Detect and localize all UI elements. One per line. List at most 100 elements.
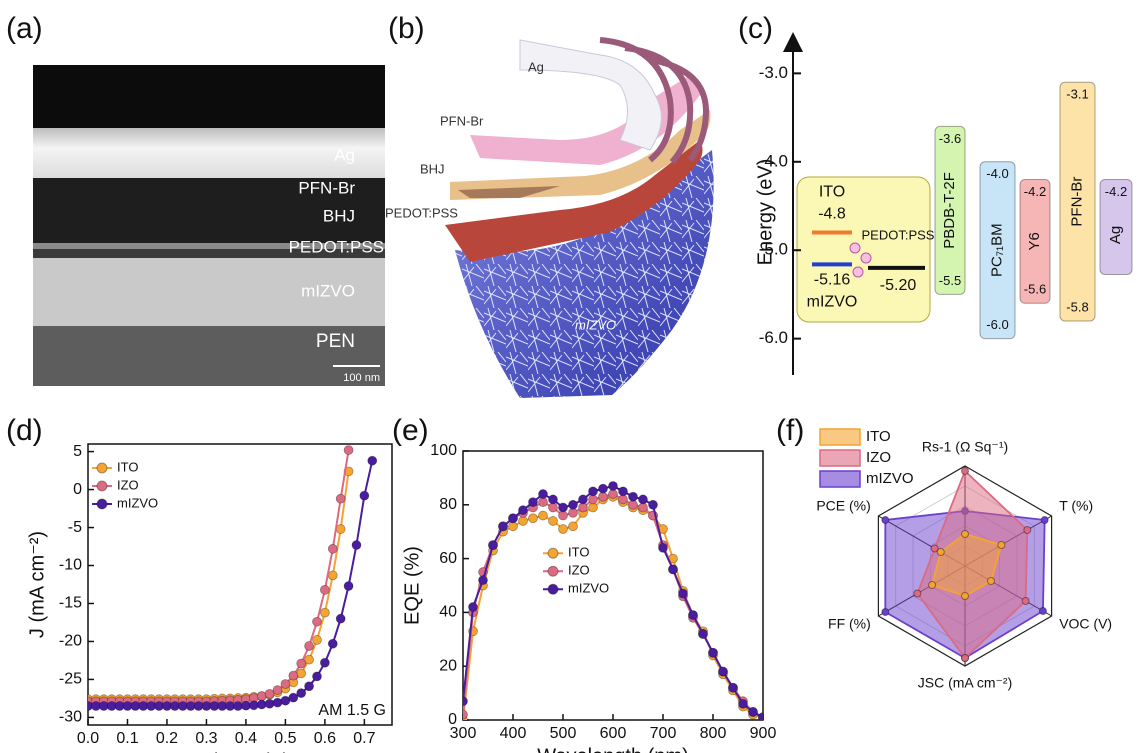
data-point [273, 698, 282, 707]
legend-label: mIZVO [568, 581, 609, 596]
data-point [509, 522, 518, 531]
axis-label: VOC (V) [1059, 616, 1112, 632]
data-point [719, 667, 728, 676]
data-point [344, 446, 353, 455]
data-point [619, 487, 628, 496]
data-point [549, 495, 558, 504]
x-tick-label: 0.1 [116, 730, 138, 747]
y-axis-label: J (mA cm⁻²) [26, 531, 48, 638]
y-tick-label: -20 [59, 633, 82, 650]
data-point [489, 541, 498, 550]
data-point [549, 503, 558, 512]
data-point [639, 495, 648, 504]
x-tick-label: 0.7 [353, 730, 375, 747]
x-tick-label: 300 [450, 725, 477, 742]
y-tick-label: 100 [430, 442, 457, 459]
data-point [336, 494, 345, 503]
data-point [559, 511, 568, 520]
layer-label: PEN [316, 331, 355, 352]
data-point [273, 686, 282, 695]
scale-bar-label: 100 nm [343, 372, 380, 384]
y-tick-label: 20 [439, 657, 457, 674]
layer-label: PEDOT:PSS [289, 237, 384, 256]
y-tick-label: -6.0 [759, 328, 788, 347]
data-point [589, 503, 598, 512]
legend-label: ITO [117, 459, 138, 474]
data-point [599, 484, 608, 493]
level-label: -3.6 [939, 131, 961, 146]
radar-point [962, 468, 969, 475]
device-illustration [445, 40, 714, 398]
data-point [699, 629, 708, 638]
data-point [569, 522, 578, 531]
y-tick-label: 5 [73, 443, 82, 460]
x-tick-label: 0.4 [235, 730, 257, 747]
data-point [669, 565, 678, 574]
data-point [289, 693, 298, 702]
layer-label: Ag [334, 145, 355, 164]
data-point [549, 516, 558, 525]
y-tick-label: -25 [59, 671, 82, 688]
x-tick-label: 0.5 [274, 730, 296, 747]
data-point [368, 456, 377, 465]
series-line [463, 486, 763, 717]
radar-point [882, 609, 889, 616]
data-point [499, 522, 508, 531]
radar-point [914, 590, 921, 597]
data-point [579, 503, 588, 512]
radar-point [1041, 517, 1048, 524]
legend-marker [548, 566, 558, 576]
data-point [312, 635, 321, 644]
level-label: -3.1 [1066, 87, 1088, 102]
data-point [559, 503, 568, 512]
figure: (a) (b) (c) (d) (e) (f) Ag PFN-Br BHJ PE… [0, 0, 1143, 753]
data-point [639, 503, 648, 512]
radar-point [929, 582, 936, 589]
radar-point [1039, 608, 1046, 615]
data-point [739, 699, 748, 708]
x-tick-label: 400 [500, 725, 527, 742]
level-label: -4.2 [1105, 184, 1127, 199]
data-point [599, 492, 608, 501]
data-point [629, 492, 638, 501]
legend-label: mIZVO [117, 495, 158, 510]
annotation: AM 1.5 G [318, 702, 386, 719]
axis-label: PCE (%) [816, 498, 870, 514]
data-point [320, 585, 329, 594]
data-point [539, 511, 548, 520]
level-label: -5.5 [939, 273, 961, 288]
level-label: -4.2 [1024, 184, 1046, 199]
data-point [297, 659, 306, 668]
data-point [459, 710, 468, 719]
radar-point [882, 517, 889, 524]
y-tick-label: -15 [59, 595, 82, 612]
y-tick-label: 80 [439, 496, 457, 513]
x-tick-label: 500 [550, 725, 577, 742]
layer-label: BHJ [420, 161, 445, 176]
data-point [336, 525, 345, 534]
data-point [305, 642, 314, 651]
material-label: PC₇₁BM [988, 223, 1005, 277]
data-point [539, 490, 548, 499]
legend-marker [97, 499, 107, 509]
data-point [729, 683, 738, 692]
data-point [312, 672, 321, 681]
data-point [479, 576, 488, 585]
series-line [463, 497, 763, 720]
layer-label: PFN-Br [440, 113, 484, 128]
level-label: -4.0 [986, 166, 1008, 181]
y-tick-label: -10 [59, 557, 82, 574]
legend-marker [548, 584, 558, 594]
data-point [589, 487, 598, 496]
data-point [469, 603, 478, 612]
legend-label: IZO [866, 449, 891, 466]
level-label: -5.8 [1066, 299, 1088, 314]
legend-label: ITO [866, 428, 891, 445]
layer-label: PFN-Br [298, 178, 355, 197]
data-point [679, 589, 688, 598]
y-axis-label: EQE (%) [401, 546, 423, 625]
data-point [352, 541, 361, 550]
data-point [297, 689, 306, 698]
panel-label: (b) [388, 12, 425, 45]
axis-label: JSC (mA cm⁻²) [918, 675, 1013, 691]
